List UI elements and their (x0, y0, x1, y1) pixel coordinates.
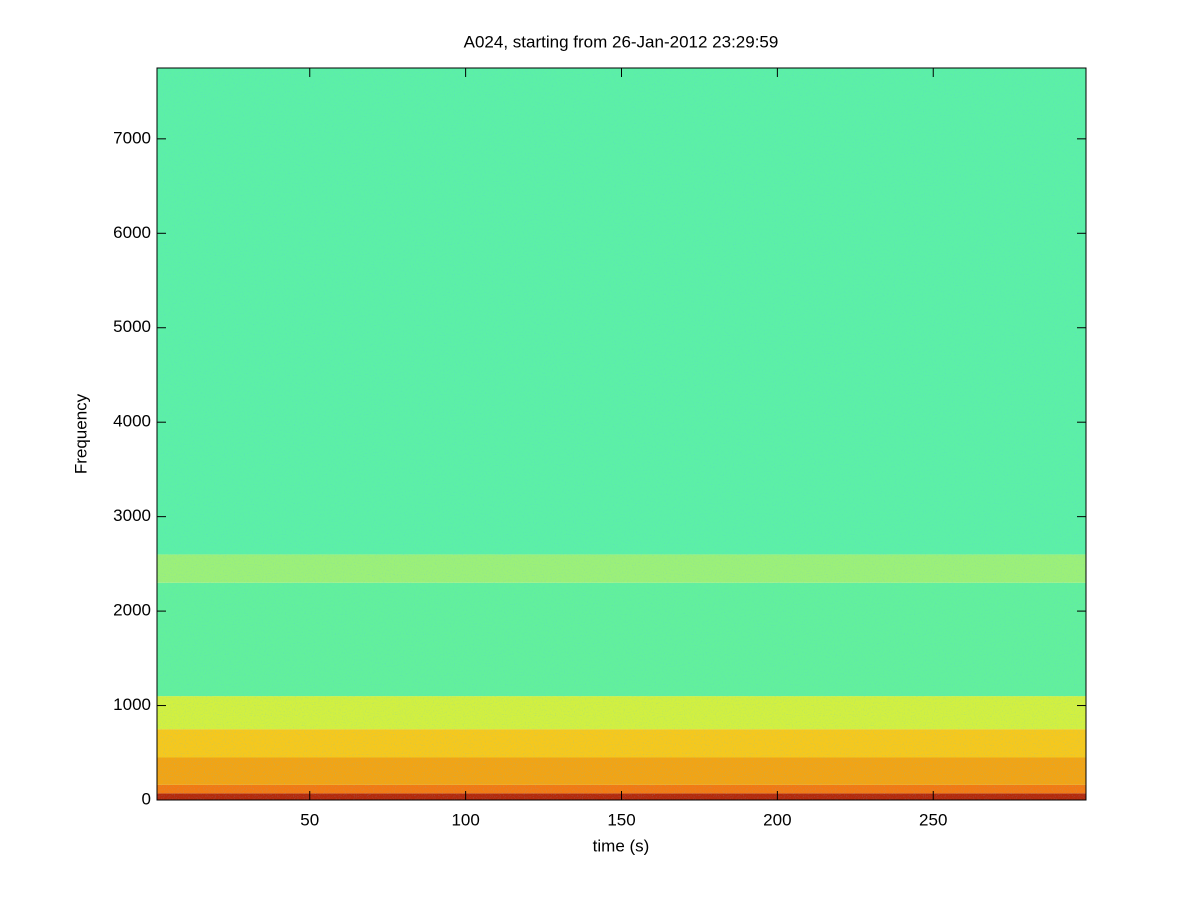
y-tick-label: 1000 (113, 695, 151, 714)
y-tick-label: 2000 (113, 601, 151, 620)
x-tick-label: 200 (763, 810, 791, 829)
y-tick-label: 3000 (113, 506, 151, 525)
y-tick-label: 5000 (113, 317, 151, 336)
x-tick-label: 250 (919, 810, 947, 829)
y-tick-label: 4000 (113, 412, 151, 431)
x-tick-label: 100 (451, 810, 479, 829)
y-tick-label: 0 (142, 789, 151, 808)
noise-texture (157, 68, 1086, 800)
x-tick-label: 150 (607, 810, 635, 829)
x-axis-label: time (s) (593, 836, 650, 855)
y-tick-label: 6000 (113, 223, 151, 242)
chart-title: A024, starting from 26-Jan-2012 23:29:59 (464, 32, 779, 51)
x-tick-label: 50 (300, 810, 319, 829)
y-axis-label: Frequency (71, 393, 90, 474)
y-tick-label: 7000 (113, 128, 151, 147)
